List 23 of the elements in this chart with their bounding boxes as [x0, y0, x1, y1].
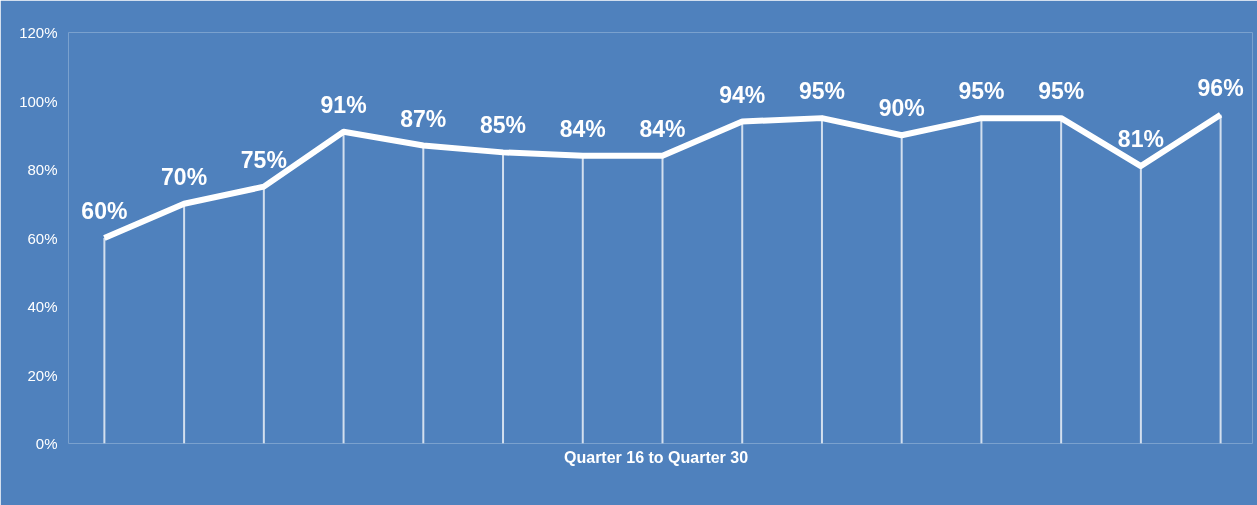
x-axis-title: Quarter 16 to Quarter 30	[564, 448, 749, 466]
data-label: 60%	[81, 198, 128, 224]
y-tick-label: 80%	[27, 161, 58, 178]
y-tick-label: 0%	[35, 435, 58, 452]
y-tick-label: 60%	[27, 229, 58, 247]
y-tick-label: 100%	[19, 92, 58, 110]
y-tick-label: 120%	[19, 24, 58, 41]
data-label: 91%	[320, 91, 367, 118]
data-label: 85%	[480, 112, 527, 139]
data-label: 94%	[719, 81, 766, 108]
data-label: 87%	[400, 105, 447, 132]
y-tick-label: 20%	[27, 366, 58, 384]
data-label: 84%	[559, 115, 606, 142]
data-label: 70%	[161, 163, 208, 190]
data-label: 95%	[958, 78, 1005, 105]
data-label: 90%	[878, 95, 925, 122]
data-label: 95%	[1038, 78, 1085, 105]
data-label: 95%	[798, 78, 845, 105]
data-label: 84%	[639, 115, 686, 142]
data-label: 81%	[1117, 126, 1164, 153]
data-label: 75%	[240, 146, 287, 173]
data-label: 96%	[1197, 74, 1244, 101]
y-tick-label: 40%	[27, 298, 58, 315]
